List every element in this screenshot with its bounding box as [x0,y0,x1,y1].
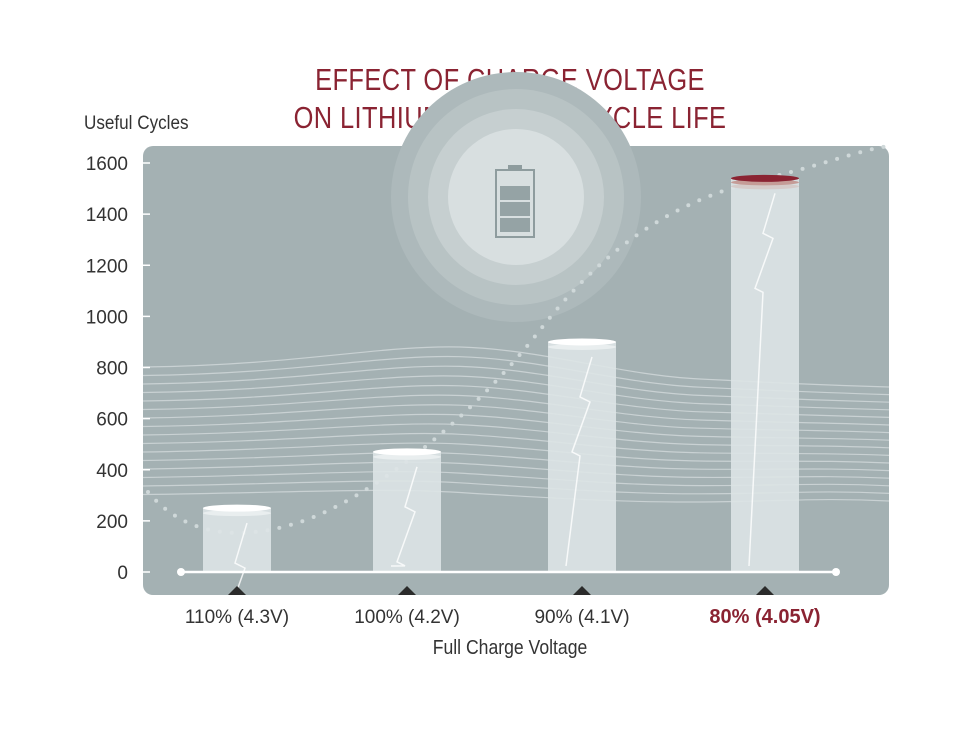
battery-cell [500,202,530,216]
x-axis-endpoint [832,568,840,576]
bar [548,341,616,572]
bar [373,451,441,572]
bar-cap-layer [548,343,616,350]
battery-cell [500,218,530,232]
bar-2 [548,338,616,572]
y-tick-label: 1000 [86,307,128,328]
lightning-streak [565,356,593,567]
y-tick-label: 1200 [86,256,128,277]
y-tick-label: 1600 [86,154,128,175]
bar-0 [203,504,271,623]
category-marker [228,586,246,595]
x-axis-endpoint [177,568,185,576]
bar-cap-layer [373,453,441,460]
x-axis-label: Full Charge Voltage [432,637,588,659]
battery-body [495,169,535,238]
x-tick-label: 110% (4.3V) [185,607,289,628]
category-marker [573,586,591,595]
x-tick-label: 80% (4.05V) [709,606,820,628]
y-tick-label: 400 [96,461,128,482]
bar [203,508,271,572]
bar-cap [203,504,271,512]
bar-1 [373,448,441,572]
lightning-streak [748,193,776,567]
bar-cap-layer [203,510,271,517]
y-tick-label: 0 [117,563,128,584]
bar-cap [731,174,799,182]
y-tick-label: 1400 [86,205,128,226]
bar-cap [373,448,441,456]
y-tick-label: 200 [96,512,128,533]
battery-icon [495,165,535,238]
y-axis-label: Useful Cycles [84,113,189,134]
dotted-trend-curve [146,144,891,535]
battery-cell [500,186,530,200]
y-tick-label: 800 [96,359,128,380]
category-marker [398,586,416,595]
bar-cap [548,338,616,346]
x-tick-label: 100% (4.2V) [354,607,460,628]
battery-terminal [508,165,522,171]
x-tick-label: 90% (4.1V) [534,607,629,628]
y-tick-label: 600 [96,410,128,431]
category-marker [756,586,774,595]
lightning-streak [390,466,418,567]
bar-3 [731,174,799,572]
bar [731,178,799,572]
